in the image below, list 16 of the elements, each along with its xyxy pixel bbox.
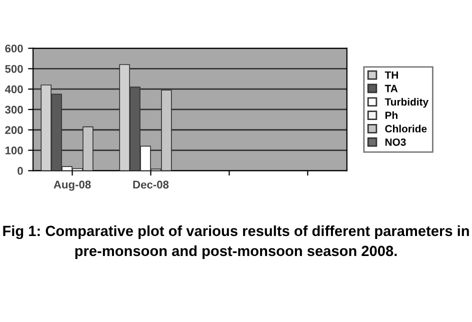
y-tick-label: 500: [5, 64, 23, 73]
y-tick-label: 0: [18, 166, 23, 175]
y-tick-label: 600: [5, 44, 23, 52]
legend-label: NO3: [385, 138, 406, 146]
caption: Fig 1: Comparative plot of various results of different parameters in pre-monsoon and post-monsoon season 2008.: [3, 225, 469, 259]
legend-label: Ph: [385, 111, 398, 119]
legend-label: Turbidity: [384, 98, 428, 108]
y-tick-label: 400: [4, 85, 23, 94]
x-tick-label: Dec-08: [133, 180, 169, 189]
legend-label: TA: [384, 84, 398, 92]
y-tick-label: 200: [5, 126, 23, 134]
y-tick-label: 300: [5, 106, 23, 114]
x-tick-label: Aug-08: [54, 180, 91, 191]
legend-label: Chloride: [385, 124, 427, 132]
legend-label: TH: [384, 72, 398, 79]
y-tick-label: 100: [5, 146, 23, 154]
